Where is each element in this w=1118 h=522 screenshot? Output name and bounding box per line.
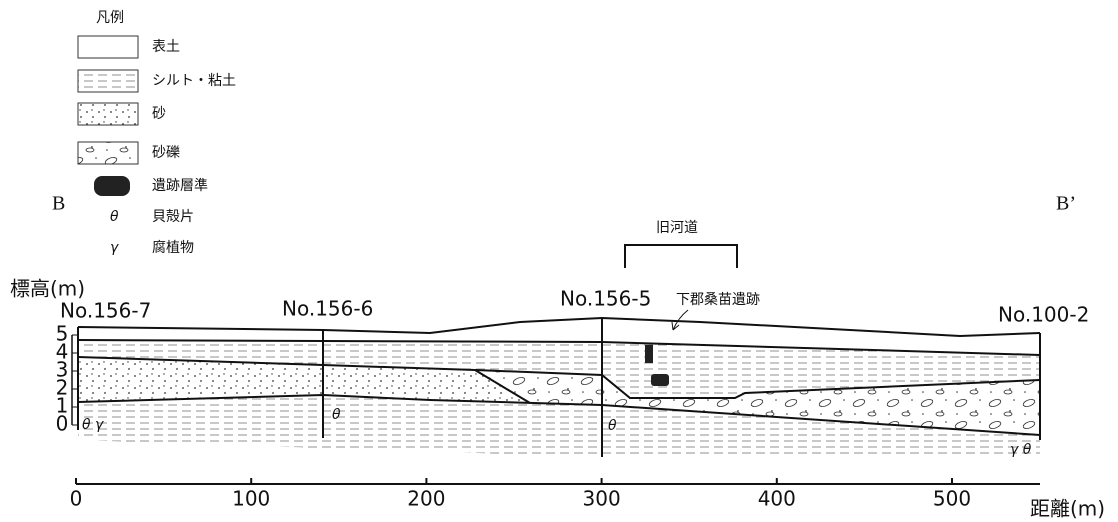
y-tick-label: 5 — [56, 322, 69, 346]
silt-upper — [78, 340, 1040, 398]
y-tick-label: 2 — [56, 376, 69, 400]
layer-boundary — [77, 393, 1041, 436]
borehole-label: No.100-2 — [998, 303, 1089, 327]
section-end: B — [52, 193, 65, 215]
legend-label: 腐植物 — [152, 239, 194, 256]
legend-symbol: γ — [110, 240, 119, 256]
cross-section — [77, 316, 1041, 457]
legend-swatch — [77, 69, 139, 93]
legend-swatch — [77, 35, 139, 59]
borehole-label: No.156-5 — [560, 287, 651, 311]
silt-lower — [78, 395, 1040, 457]
section-symbol: θ γ — [82, 417, 104, 433]
site-arrow — [671, 309, 689, 331]
borehole-label: No.156-6 — [282, 297, 373, 321]
y-tick-label: 4 — [56, 340, 69, 364]
layer-boundary — [77, 339, 1041, 356]
legend-label: 貝殻片 — [152, 209, 194, 225]
legend-swatch — [77, 102, 139, 126]
layer-boundary — [474, 369, 531, 404]
borehole-label: No.156-7 — [60, 299, 151, 323]
channel-label: 旧河道 — [656, 220, 698, 236]
x-tick-label: 300 — [583, 487, 621, 511]
y-tick-label: 1 — [56, 394, 69, 418]
legend-swatch — [94, 176, 130, 196]
legend-label: 砂 — [152, 106, 166, 122]
site-marker — [645, 345, 653, 363]
legend-label: 砂礫 — [152, 145, 180, 161]
x-tick-label: 100 — [232, 487, 270, 511]
legend-swatch — [77, 141, 139, 165]
layer-boundary — [77, 356, 1041, 399]
section-symbol: γ θ — [1010, 442, 1032, 458]
x-tick-label: 400 — [758, 487, 796, 511]
x-axis-label: 距離(m) — [1030, 497, 1105, 521]
legend-title: 凡例 — [96, 10, 124, 26]
legend-label: シルト・粘土 — [152, 73, 236, 89]
y-tick-label: 0 — [56, 412, 69, 436]
legend: 凡例 表土 シルト・粘土 砂 砂礫 遺跡層準 θ 貝殻片 γ 腐植物 — [77, 10, 236, 256]
x-tick-label: 500 — [933, 487, 971, 511]
section-symbol: θ — [608, 418, 617, 434]
section-symbol: θ — [332, 407, 341, 423]
site-label: 下郡桑苗遺跡 — [676, 292, 760, 308]
channel-bracket — [624, 244, 738, 268]
legend-label: 表土 — [152, 39, 180, 55]
legend-label: 遺跡層準 — [152, 178, 208, 194]
site-marker — [651, 374, 669, 386]
x-tick-label: 200 — [407, 487, 445, 511]
x-tick-label: 0 — [70, 487, 83, 511]
topsoil — [78, 318, 1040, 355]
legend-symbol: θ — [110, 209, 119, 225]
y-axis-label: 標高(m) — [10, 277, 85, 301]
section-end: B’ — [1056, 193, 1076, 215]
y-tick-label: 3 — [56, 358, 69, 382]
